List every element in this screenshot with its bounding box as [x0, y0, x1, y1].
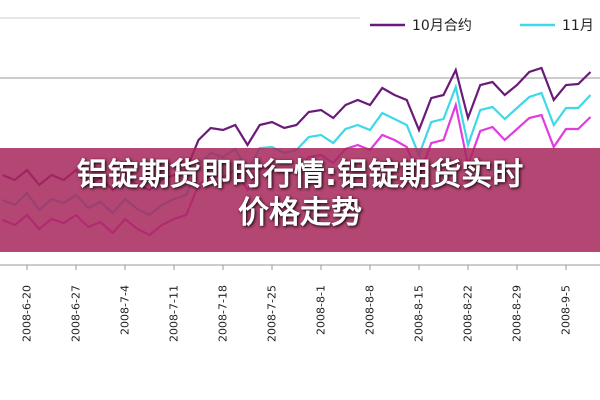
x-tick-label: 2008-7-4 — [119, 285, 132, 335]
legend-label: 10月合约 — [412, 18, 472, 34]
x-tick-label: 2008-8-15 — [413, 285, 426, 342]
legend-label: 11月 — [562, 18, 594, 34]
x-tick-label: 2008-8-1 — [315, 285, 328, 335]
banner — [0, 148, 600, 252]
x-tick-label: 2008-7-11 — [168, 285, 181, 342]
x-tick-label: 2008-6-27 — [70, 285, 83, 342]
x-tick-label: 2008-8-22 — [462, 285, 475, 342]
x-tick-label: 2008-6-20 — [21, 285, 34, 342]
x-tick-label: 2008-7-18 — [217, 285, 230, 342]
x-tick-label: 2008-8-29 — [511, 285, 524, 342]
title: 铝锭期货即时行情:铝锭期货实时价格走势 — [76, 157, 524, 231]
x-tick-label: 2008-7-25 — [266, 285, 279, 342]
x-tick-label: 2008-8-8 — [364, 285, 377, 335]
x-tick-label: 2008-9-5 — [560, 285, 573, 335]
